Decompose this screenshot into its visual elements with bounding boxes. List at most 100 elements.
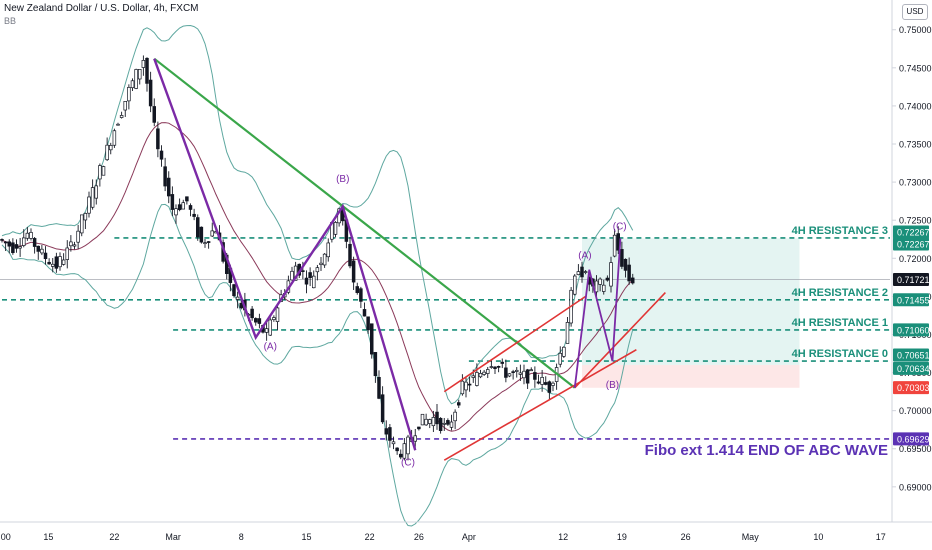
candle-body-57 <box>206 241 211 243</box>
candle-body-142 <box>514 369 519 372</box>
wave-label-5: (C) <box>613 221 627 232</box>
candle-body-111 <box>402 443 407 459</box>
price-tag-bg-4 <box>893 323 929 337</box>
candle-body-9 <box>32 238 37 247</box>
candle-body-114 <box>413 435 418 442</box>
candle-body-15 <box>54 256 59 269</box>
candle-body-37 <box>134 69 138 89</box>
x-tick-label-11: 26 <box>681 532 691 542</box>
candle-body-105 <box>380 394 385 423</box>
x-tick-label-13: 10 <box>813 532 823 542</box>
candle-body-35 <box>127 87 131 102</box>
x-tick-label-2: 22 <box>109 532 119 542</box>
candle-body-104 <box>377 376 381 399</box>
candle-body-167 <box>605 277 610 281</box>
x-tick-label-10: 19 <box>617 532 627 542</box>
candle-body-168 <box>609 262 613 287</box>
candle-body-166 <box>601 284 606 292</box>
candle-body-64 <box>232 284 236 297</box>
candle-body-148 <box>536 381 541 384</box>
candle-body-50 <box>181 202 186 210</box>
candle-body-6 <box>22 237 26 246</box>
candle-body-139 <box>504 367 508 378</box>
candle-body-149 <box>540 377 544 385</box>
price-tag-bg-5 <box>893 348 929 362</box>
channel-break-line <box>574 292 666 389</box>
x-tick-label-0: 4:00 <box>0 532 11 542</box>
candle-body-5 <box>18 246 22 249</box>
y-tick-label-11: 0.74500 <box>899 63 932 73</box>
wave-label-1: (B) <box>336 174 349 185</box>
bb-lower-line <box>1 203 634 527</box>
candle-body-14 <box>50 263 55 267</box>
candle-body-55 <box>199 226 204 243</box>
x-tick-label-5: 15 <box>301 532 311 542</box>
candle-body-80 <box>290 270 294 281</box>
price-tag-label-5: 0.70651 <box>897 351 930 361</box>
candle-body-76 <box>275 307 280 322</box>
candle-body-28 <box>101 166 106 176</box>
candle-body-31 <box>112 130 117 146</box>
candle-body-52 <box>188 205 193 210</box>
x-tick-label-4: 8 <box>239 532 244 542</box>
price-tag-label-0: 0.72267 <box>897 227 930 237</box>
candle-body-97 <box>351 260 356 283</box>
candle-body-32 <box>116 123 120 126</box>
candle-body-73 <box>264 328 269 333</box>
candle-body-24 <box>87 196 91 214</box>
candle-body-107 <box>388 427 392 441</box>
x-tick-label-7: 26 <box>414 532 424 542</box>
candle-body-110 <box>399 453 403 458</box>
candle-body-106 <box>384 428 389 435</box>
x-tick-label-12: May <box>742 532 760 542</box>
x-tick-label-3: Mar <box>165 532 181 542</box>
candles <box>0 55 635 461</box>
candle-body-174 <box>630 277 635 284</box>
candle-body-102 <box>370 323 374 355</box>
price-tag-bg-3 <box>893 293 929 307</box>
candle-body-88 <box>319 262 323 265</box>
candle-body-112 <box>406 436 410 455</box>
candle-body-147 <box>533 372 537 380</box>
candle-body-155 <box>562 346 566 357</box>
candle-body-169 <box>612 234 617 257</box>
candle-body-38 <box>138 69 142 80</box>
candle-body-43 <box>156 128 160 150</box>
candle-body-34 <box>123 101 127 111</box>
candle-body-71 <box>257 318 262 324</box>
stop-zone <box>582 364 800 388</box>
candle-body-115 <box>417 426 421 430</box>
candle-body-145 <box>525 369 530 384</box>
x-tick-label-8: Apr <box>462 532 476 542</box>
candle-body-0 <box>0 239 4 241</box>
candle-body-160 <box>580 266 584 278</box>
price-tag-bg-1 <box>893 237 929 251</box>
candle-body-3 <box>11 242 15 254</box>
candle-body-100 <box>362 309 367 317</box>
price-tag-label-8: 0.69629 <box>897 434 930 444</box>
y-tick-label-1: 0.69500 <box>899 444 932 454</box>
candle-body-53 <box>192 213 196 217</box>
candle-body-11 <box>40 248 44 254</box>
currency-button[interactable]: USD <box>902 4 928 20</box>
x-tick-label-1: 15 <box>43 532 53 542</box>
y-tick-label-12: 0.75000 <box>899 25 932 35</box>
candle-body-41 <box>148 79 153 107</box>
candle-body-134 <box>486 369 490 374</box>
candle-body-158 <box>572 275 577 295</box>
candle-body-103 <box>373 352 378 377</box>
level-label-0: 4H RESISTANCE 3 <box>792 225 888 237</box>
candle-body-85 <box>308 272 312 279</box>
candle-body-39 <box>141 60 146 68</box>
candle-body-69 <box>250 308 254 319</box>
candle-body-140 <box>507 373 512 377</box>
candle-body-154 <box>558 352 562 365</box>
candle-body-54 <box>196 217 200 238</box>
level-label-4: Fibo ext 1.414 END OF ABC WAVE <box>645 442 888 459</box>
candle-body-46 <box>167 177 171 197</box>
drawings <box>153 57 666 461</box>
price-tag-label-7: 0.70303 <box>897 383 930 393</box>
candle-body-89 <box>322 253 327 266</box>
trade-zones <box>582 238 800 388</box>
